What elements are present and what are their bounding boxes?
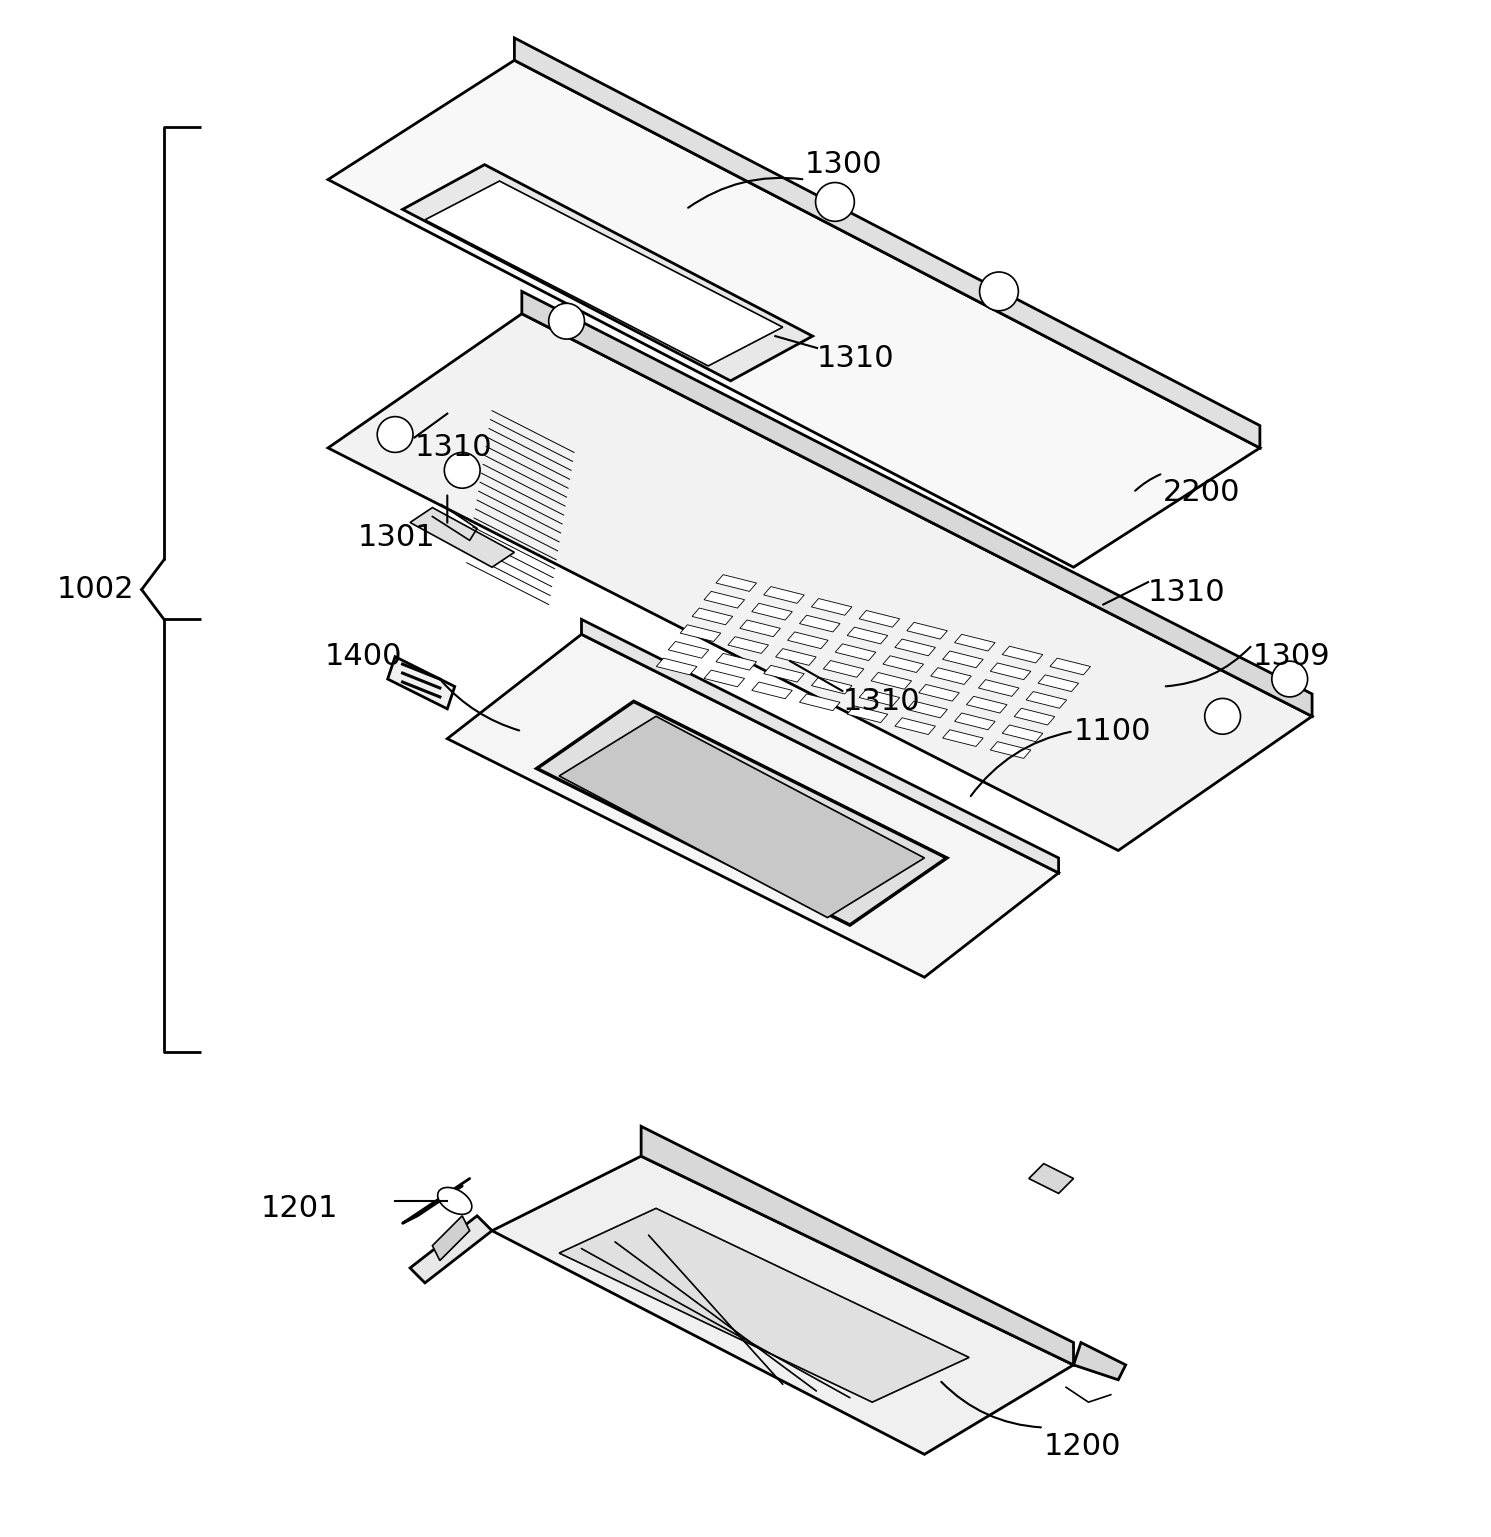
Polygon shape [692,609,732,624]
Polygon shape [559,1208,969,1402]
Polygon shape [823,661,863,678]
Polygon shape [859,689,899,705]
Text: 1200: 1200 [1044,1432,1121,1462]
Circle shape [980,272,1018,310]
Polygon shape [668,641,708,658]
Polygon shape [704,592,744,609]
Polygon shape [388,656,455,709]
Polygon shape [740,619,780,636]
Text: 1310: 1310 [842,687,920,716]
Polygon shape [799,615,839,632]
Text: 1100: 1100 [1074,716,1151,745]
Polygon shape [1026,692,1066,709]
Polygon shape [847,627,887,644]
Polygon shape [704,670,744,687]
Polygon shape [907,701,947,718]
Polygon shape [1050,658,1090,675]
Polygon shape [328,314,1312,850]
Polygon shape [559,716,924,918]
Polygon shape [954,635,994,652]
Polygon shape [895,718,935,735]
Polygon shape [799,693,839,710]
Text: 2200: 2200 [1163,478,1241,507]
Polygon shape [990,742,1030,758]
Polygon shape [581,619,1059,873]
Polygon shape [859,610,899,627]
Polygon shape [680,624,720,641]
Polygon shape [328,60,1260,567]
Ellipse shape [438,1188,471,1214]
Polygon shape [954,713,994,730]
Polygon shape [990,662,1030,679]
Circle shape [549,303,584,340]
Polygon shape [811,598,851,615]
Polygon shape [1002,646,1042,662]
Polygon shape [728,636,768,653]
Text: 1310: 1310 [817,344,895,373]
Polygon shape [883,656,923,673]
Polygon shape [1029,1164,1074,1193]
Polygon shape [425,181,783,366]
Polygon shape [447,635,1059,978]
Polygon shape [522,292,1312,716]
Polygon shape [918,684,959,701]
Text: 1310: 1310 [1148,578,1226,607]
Polygon shape [775,649,816,666]
Polygon shape [1002,725,1042,742]
Polygon shape [763,666,804,682]
Text: 1300: 1300 [805,151,883,180]
Polygon shape [787,632,828,649]
Polygon shape [763,587,804,604]
Text: 1002: 1002 [57,575,134,604]
Text: 1301: 1301 [358,523,435,552]
Polygon shape [930,667,971,684]
Circle shape [444,452,480,489]
Circle shape [1272,661,1308,696]
Polygon shape [514,38,1260,447]
Polygon shape [403,164,813,381]
Text: 1310: 1310 [414,433,492,463]
Polygon shape [966,696,1006,713]
Circle shape [1205,698,1241,735]
Circle shape [816,183,854,221]
Polygon shape [1014,709,1054,725]
Polygon shape [847,705,887,722]
Polygon shape [835,644,875,661]
Polygon shape [641,1127,1074,1365]
Polygon shape [1038,675,1078,692]
Text: 1201: 1201 [261,1194,338,1223]
Polygon shape [716,653,756,670]
Polygon shape [751,682,792,699]
Polygon shape [978,679,1018,696]
Polygon shape [907,622,947,639]
Polygon shape [811,678,851,693]
Polygon shape [942,730,983,747]
Polygon shape [410,1216,492,1283]
Circle shape [377,417,413,452]
Polygon shape [537,701,947,925]
Polygon shape [432,1216,470,1260]
Polygon shape [410,507,514,567]
Polygon shape [492,1156,1074,1454]
Polygon shape [716,575,756,592]
Text: 1400: 1400 [325,642,403,672]
Polygon shape [656,658,696,675]
Text: 1309: 1309 [1252,642,1330,672]
Polygon shape [1074,1342,1126,1380]
Polygon shape [895,639,935,656]
Polygon shape [871,673,911,689]
Polygon shape [751,604,792,619]
Polygon shape [942,652,983,667]
